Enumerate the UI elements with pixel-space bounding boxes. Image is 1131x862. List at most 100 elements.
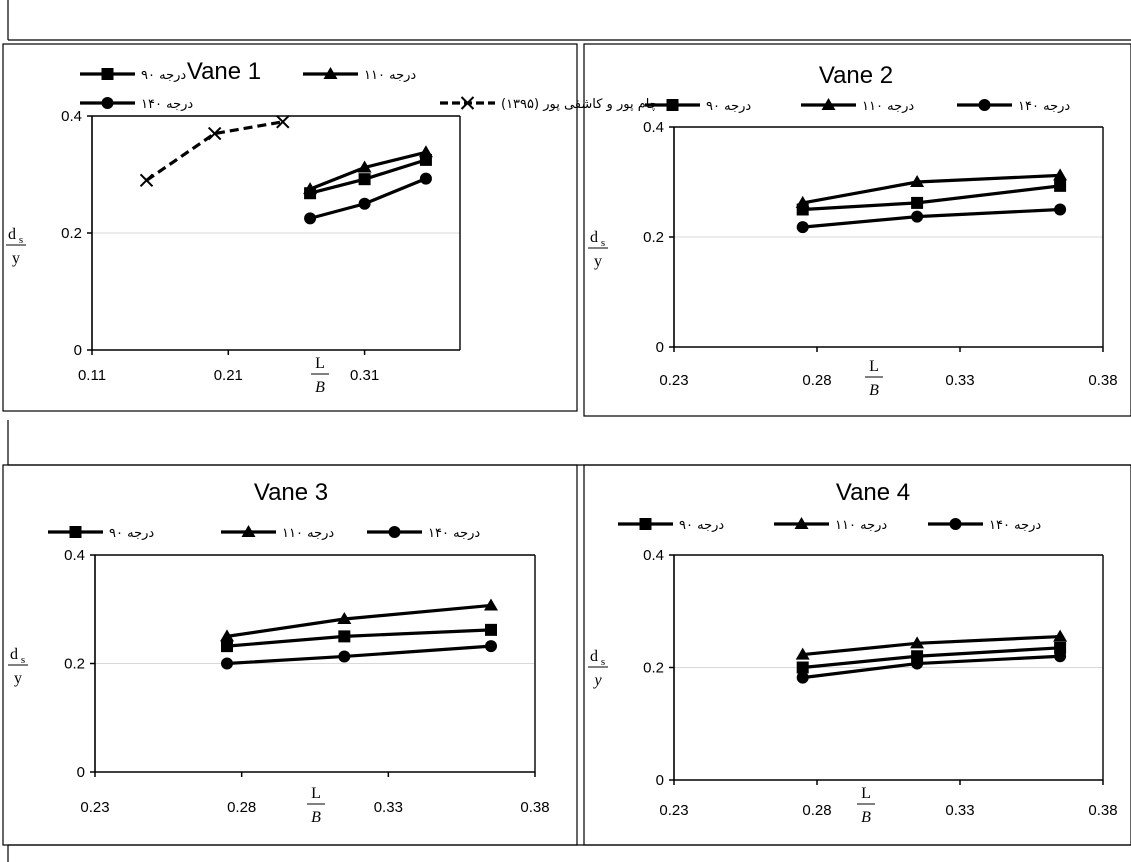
series-line-1 (226, 628, 492, 648)
data-point (358, 197, 371, 210)
series-line-3 (802, 654, 1061, 680)
x-tick-label: 0.23 (659, 372, 688, 389)
y-label-numerator: d (590, 229, 598, 246)
x-tick-label: 0.38 (1088, 802, 1117, 819)
series-line-4 (145, 120, 284, 182)
x-tick-label: 0.33 (945, 372, 974, 389)
x-label-numerator: L (315, 355, 325, 372)
x-tick-label: 0.28 (802, 802, 831, 819)
x-tick-label: 0.28 (227, 799, 256, 816)
legend-marker (949, 518, 962, 530)
data-point (1054, 179, 1067, 192)
x-tick-label: 0.31 (350, 367, 379, 384)
y-label-denominator: y (12, 250, 20, 267)
data-point (418, 145, 433, 158)
x-tick-label: 0.21 (214, 367, 243, 384)
data-point (303, 182, 318, 195)
data-point (485, 623, 497, 636)
chart-title: Vane 3 (254, 479, 328, 506)
legend-marker (101, 97, 114, 109)
data-point (910, 175, 925, 187)
chart-title: Vane 4 (836, 479, 910, 506)
data-point (338, 650, 351, 663)
y-label-subscript: s (19, 234, 23, 246)
y-tick-label: 0.2 (61, 225, 82, 242)
data-point (221, 657, 233, 670)
y-label-subscript: s (601, 237, 605, 249)
series-line-3 (226, 644, 492, 666)
y-tick-label: 0.2 (643, 660, 664, 677)
chart-panel-4: 0 0.2 0.4 0.23 0.28 0.33 0.38 Vane 4 d sy LB ۹۰ درج… (583, 464, 1131, 846)
data-point (795, 195, 810, 208)
legend-label: ۹۰ درجه (109, 526, 154, 541)
data-point (1054, 203, 1067, 216)
chart-border (2, 43, 578, 412)
y-tick-label: 0.4 (64, 547, 85, 564)
legend-marker (101, 68, 114, 80)
y-label-denominator: y (592, 672, 602, 689)
data-point (796, 661, 809, 674)
x-label-denominator: B (869, 382, 879, 399)
x-label-denominator: B (311, 809, 321, 826)
series-line-3 (802, 207, 1061, 229)
y-tick-label: 0.4 (61, 108, 82, 125)
chart-panel-3: 0 0.2 0.4 0.23 0.28 0.33 0.38 Vane 3 d sy LB ۹۰ درج… (2, 464, 578, 846)
legend-marker (460, 96, 475, 110)
legend-marker (639, 518, 652, 530)
legend-label: ۱۱۰ درجه (282, 526, 334, 541)
y-label-numerator: d (10, 646, 18, 663)
legend-marker (794, 517, 809, 529)
legend-label: ۱۴۰ درجه (989, 518, 1041, 533)
legend-label: ۹۰ درجه (679, 518, 724, 533)
y-label-subscript: s (21, 654, 25, 666)
x-tick-label: 0.33 (374, 799, 403, 816)
legend-label: ۱۴۰ درجه (428, 526, 480, 541)
y-tick-label: 0.4 (643, 547, 664, 564)
y-tick-label: 0 (77, 764, 85, 781)
data-point (221, 640, 233, 653)
data-point (795, 647, 810, 660)
data-point (220, 629, 234, 642)
y-label-denominator: y (594, 253, 602, 270)
data-point (910, 636, 925, 649)
data-point (304, 212, 317, 225)
chart-border (2, 464, 578, 846)
legend-label: ۱۱۰ درجه (364, 68, 416, 83)
legend-marker (821, 98, 836, 110)
x-label-numerator: L (861, 785, 871, 802)
data-point (1053, 629, 1068, 642)
x-tick-label: 0.23 (80, 799, 109, 816)
data-point (276, 115, 290, 129)
series-line-1 (802, 184, 1061, 212)
data-point (911, 210, 924, 223)
x-tick-label: 0.38 (520, 799, 549, 816)
series-line-2 (802, 634, 1061, 657)
y-tick-label: 0 (656, 339, 664, 356)
y-tick-label: 0.2 (643, 229, 664, 246)
y-label-subscript: s (601, 656, 605, 668)
data-point (338, 630, 351, 643)
data-point (207, 126, 222, 141)
legend-marker (241, 525, 256, 537)
legend-marker (978, 99, 991, 111)
y-label-denominator: y (14, 670, 22, 687)
chart-title: Vane 2 (819, 62, 893, 89)
data-point (796, 671, 809, 684)
data-point (911, 196, 924, 209)
legend-marker (69, 526, 82, 538)
y-label-numerator: d (590, 648, 598, 665)
data-point (796, 221, 809, 234)
data-point (484, 598, 498, 611)
y-tick-label: 0 (656, 772, 664, 789)
data-point (1054, 650, 1067, 663)
x-label-numerator: L (311, 785, 321, 802)
data-point (1054, 641, 1067, 654)
x-label-denominator: B (315, 379, 325, 396)
x-tick-label: 0.23 (659, 802, 688, 819)
chart-panel-2: 0 0.2 0.4 0.23 0.28 0.33 0.38 Vane 2 d sy LB ۹۰ درج… (583, 43, 1131, 417)
data-point (419, 172, 432, 185)
x-label-numerator: L (869, 358, 879, 375)
chart-title: Vane 1 (187, 58, 261, 85)
